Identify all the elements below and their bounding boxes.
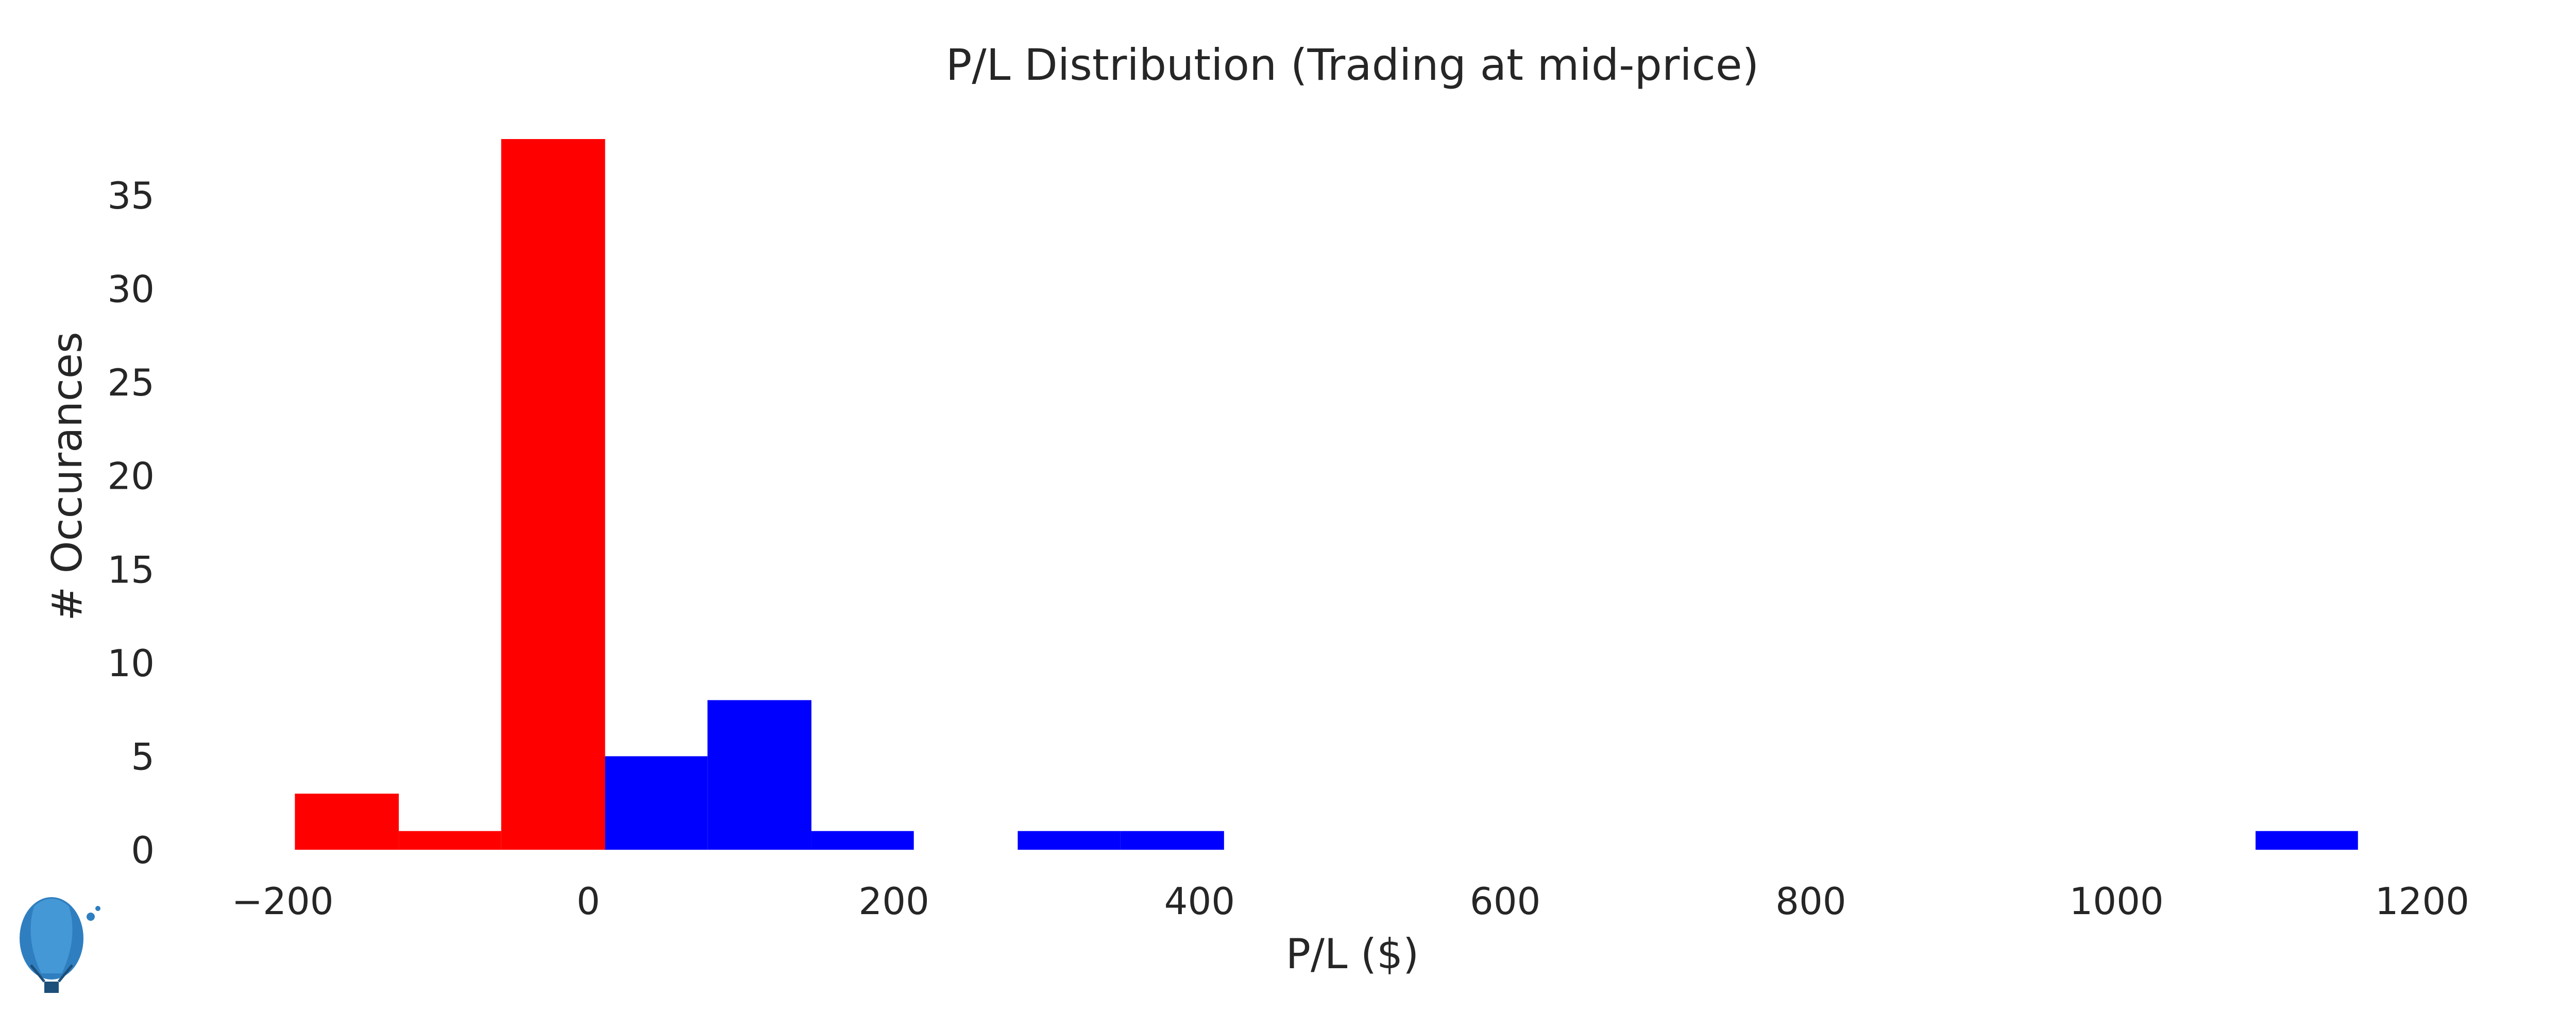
histogram-bar-0-2 bbox=[501, 139, 605, 850]
x-tick-label: −200 bbox=[232, 880, 334, 923]
x-tick-label: 400 bbox=[1164, 880, 1235, 923]
y-axis-ticks: 0 5 10 15 20 25 30 35 bbox=[107, 174, 155, 872]
histogram-bar-1-5 bbox=[1120, 831, 1224, 850]
y-tick-label: 5 bbox=[131, 735, 155, 778]
x-tick-label: 1200 bbox=[2375, 880, 2469, 923]
y-tick-label: 35 bbox=[107, 174, 155, 217]
histogram-bar-1-2 bbox=[811, 831, 914, 850]
x-axis-title: P/L ($) bbox=[1286, 930, 1419, 978]
x-tick-label: 200 bbox=[858, 880, 929, 923]
y-axis-title: # Occurances bbox=[43, 332, 91, 621]
histogram-bar-1-6 bbox=[2256, 831, 2358, 850]
y-tick-label: 20 bbox=[107, 455, 155, 498]
y-tick-label: 0 bbox=[131, 829, 155, 872]
hot-air-balloon-icon bbox=[20, 897, 100, 993]
y-tick-label: 15 bbox=[107, 548, 155, 591]
x-tick-label: 1000 bbox=[2069, 880, 2163, 923]
x-tick-label: 800 bbox=[1775, 880, 1846, 923]
histogram-bar-1-0 bbox=[605, 756, 708, 850]
y-tick-label: 30 bbox=[107, 268, 155, 311]
chart-title: P/L Distribution (Trading at mid-price) bbox=[946, 40, 1759, 90]
y-tick-label: 10 bbox=[107, 642, 155, 685]
histogram-bar-0-1 bbox=[399, 831, 501, 850]
x-tick-label: 600 bbox=[1470, 880, 1540, 923]
histogram-bar-1-1 bbox=[707, 700, 811, 850]
y-tick-label: 25 bbox=[107, 361, 155, 404]
histogram-bars bbox=[295, 139, 2358, 850]
histogram-bar-0-0 bbox=[295, 794, 399, 850]
x-axis-ticks: −200 0 200 400 600 800 1000 1200 bbox=[232, 880, 2469, 923]
x-tick-label: 0 bbox=[577, 880, 600, 923]
histogram-bar-1-4 bbox=[1018, 831, 1121, 850]
